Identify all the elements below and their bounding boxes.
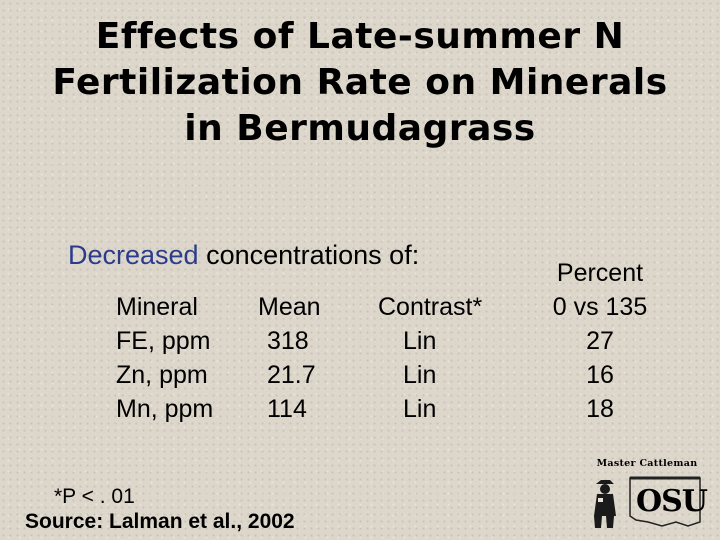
mean-value: 318 — [267, 327, 309, 355]
contrast-value: Lin — [403, 361, 437, 389]
subheading-highlight: Decreased — [68, 240, 199, 270]
contrast-header: Contrast* — [378, 293, 483, 321]
oklahoma-outline-icon — [629, 477, 701, 527]
footnote: *P < . 01 — [54, 485, 135, 508]
percent-header-line-2: 0 vs 135 — [552, 293, 648, 321]
contrast-value: Lin — [403, 327, 437, 355]
percent-value: 27 — [586, 327, 614, 355]
mineral-row: Zn, ppm — [116, 361, 208, 389]
percent-value: 16 — [586, 361, 614, 389]
percent-column: Percent 0 vs 135 27 16 18 — [545, 256, 655, 426]
contrast-value: Lin — [403, 395, 437, 423]
logo-top-text: Master Cattleman — [596, 458, 698, 469]
mean-value: 114 — [267, 395, 307, 423]
percent-value: 18 — [586, 395, 614, 423]
title-line-1: Effects of Late-summer N — [95, 16, 625, 57]
percent-header-line-1: Percent — [556, 259, 644, 287]
mineral-row: Mn, ppm — [116, 395, 214, 423]
subheading-rest: concentrations of: — [198, 240, 420, 270]
title-line-2: Fertilization Rate on Minerals — [52, 62, 668, 103]
source-citation: Source: Lalman et al., 2002 — [25, 510, 295, 533]
mineral-row: FE, ppm — [116, 327, 211, 355]
title-line-3: in Bermudagrass — [184, 108, 536, 149]
contrast-column: Contrast* Lin Lin Lin — [378, 290, 482, 426]
subheading: Decreased concentrations of: — [68, 240, 419, 271]
logo-mark-text: OSU — [636, 484, 708, 519]
cowboy-icon — [594, 480, 616, 528]
mean-column: Mean 318 21.7 114 — [258, 290, 321, 426]
logo-graphic — [594, 476, 701, 528]
mean-value: 21.7 — [267, 361, 316, 389]
master-cattleman-logo: Master Cattleman OSU — [592, 458, 708, 538]
mineral-header: Mineral — [116, 293, 198, 321]
mean-header: Mean — [258, 293, 321, 321]
mineral-column: Mineral FE, ppm Zn, ppm Mn, ppm — [116, 290, 213, 426]
slide-title: Effects of Late-summer N Fertilization R… — [0, 14, 720, 152]
